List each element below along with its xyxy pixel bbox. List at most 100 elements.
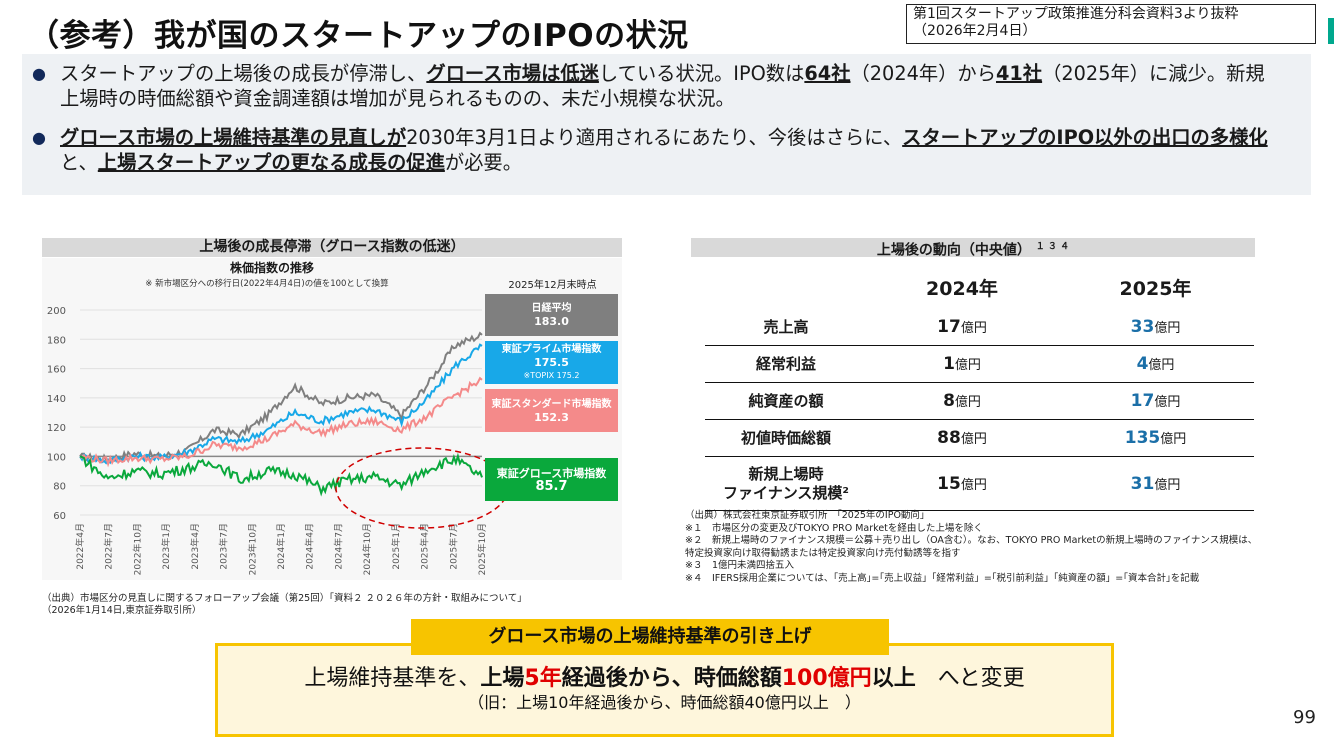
x-tick-label: 2025年7月 [447,523,459,570]
x-tick-label: 2024年4月 [304,523,316,570]
growth-standard-label: グロース市場の上場維持基準の引き上げ [411,619,889,655]
emphasis: グロース市場は低迷 [426,62,599,85]
note-line: ※３ 1億円未満四捨五入 [685,560,795,572]
source-box: 第1回スタートアップ政策推進分科会資料3より抜粋 （2026年2月4日） [906,4,1316,44]
y-tick-label: 100 [47,452,66,463]
legend-value: 183.0 [534,315,569,328]
legend-value: 85.7 [535,478,568,494]
x-tick-label: 2022年7月 [103,523,115,570]
text: している状況。IPO数は [598,62,805,85]
unit: 億円 [954,395,981,410]
y-tick-label: 60 [53,511,66,522]
x-tick-label: 2022年4月 [74,523,86,570]
note-line: （出典）株式会社東京証券取引所 「2025年のIPO動向」 [685,510,930,521]
standard-change-box: 上場維持基準を、上場5年経過後から、時価総額100億円以上 へと変更 （旧：上場… [215,643,1114,737]
chart-header: 上場後の成長停滞（グロース指数の低迷） [42,238,622,257]
legend-name: 東証グロース市場指数 [496,466,607,480]
text: が必要。 [444,151,522,174]
table-row: 初値時価総額 88億円 135億円 [705,420,1254,457]
legend-name: 日経平均 [531,303,572,314]
unit: 億円 [1154,395,1181,410]
cell-2024: 8億円 [867,391,1057,411]
value: 17 [937,317,961,337]
x-tick-label: 2023年4月 [189,523,201,570]
col-2024: 2024年 [926,277,998,300]
emphasis: 41社 [995,62,1043,85]
value: 1 [943,354,955,374]
unit: 億円 [960,321,987,336]
chart-note: ※ 新市場区分への移行日(2022年4月4日)の値を100として換算 [145,279,389,289]
x-tick-label: 2025年10月 [476,523,488,575]
unit: 億円 [960,432,987,447]
value: 17 [1130,391,1155,411]
emphasis-red: 5年 [524,666,562,691]
legend-value: 152.3 [534,410,569,424]
row-label: 純資産の額 [748,391,824,410]
x-tick-label: 2023年7月 [218,523,230,570]
note-line: ※１ 市場区分の変更及びTOKYO PRO Marketを経由した上場を除く [685,522,983,534]
value: 31 [1130,473,1155,494]
row-label: 新規上場時 ファイナンス規模² [705,465,867,503]
legend-name: 東証スタンダード市場指数 [491,398,612,410]
legend-name: 東証プライム市場指数 [501,344,602,355]
chart-source-line: （2026年1月14日,東京証券取引所） [42,605,202,616]
value: 135 [1124,428,1161,448]
chart-source: （出典）市場区分の見直しに関するフォローアップ会議（第25回）「資料２ ２０２６… [42,593,602,617]
unit: 億円 [1154,477,1181,493]
cell-2024: 1億円 [867,354,1057,374]
text: 2030年3月1日より適用されるにあたり、今後はさらに、 [406,126,903,149]
chart-as-of: 2025年12月末時点 [508,280,597,291]
text: （2024年）から [850,62,996,85]
series-line-1 [79,343,483,465]
row-label: 経常利益 [755,354,816,373]
row-label: 初値時価総額 [740,428,831,447]
source-line-1: 第1回スタートアップ政策推進分科会資料3より抜粋 [913,6,1239,22]
emphasis-red: 100億円 [781,666,872,691]
chart-subtitle: 株価指数の推移 [229,261,314,275]
text: スタートアップの上場後の成長が停滞し、 [60,62,427,85]
summary-panel: スタートアップの上場後の成長が停滞し、グロース市場は低迷している状況。IPO数は… [22,54,1311,195]
cell-2024: 15億円 [867,474,1057,494]
unit: 億円 [1154,321,1181,336]
text: と、 [60,151,98,174]
value: 8 [943,391,955,411]
note-line: ※２ 新規上場時のファイナンス規模＝公募＋売り出し（OA含む）。なお、TOKYO… [685,535,1258,547]
value: 15 [937,473,961,494]
page-title: （参考）我が国のスタートアップのIPOの状況 [28,18,689,54]
x-tick-label: 2022年10月 [131,523,143,575]
row-label-line: 新規上場時 [748,464,824,483]
text: （2025年）に減少。新規上場時の時価総額や資金調達額は増加が見られるものの、未… [60,62,1265,110]
table-header: 上場後の動向（中央値） １ ３ ４ [691,238,1255,259]
col-2025: 2025年 [1119,277,1192,300]
y-tick-label: 80 [53,482,66,493]
note-line: 特定投資家向け取得勧誘または特定投資家向け売付勧誘等を指す [685,547,961,559]
page-number: 99 [1293,707,1316,728]
legend-prime: 東証プライム市場指数 175.5 ※TOPIX 175.2 [485,341,618,384]
row-label: 売上高 [763,317,809,336]
text: 上場維持基準を、 [304,666,481,691]
unit: 億円 [954,358,981,373]
cell-2025: 33億円 [1057,317,1254,337]
value: 33 [1130,317,1155,337]
summary-bullet-2: グロース市場の上場維持基準の見直しが2030年3月1日より適用されるにあたり、今… [32,125,1283,175]
row-label-line: ファイナンス規模² [723,483,849,502]
x-tick-label: 2025年1月 [390,523,402,570]
standard-change-main: 上場維持基準を、上場5年経過後から、時価総額100億円以上 へと変更 [218,665,1111,693]
value: 4 [1136,354,1149,374]
legend-value: 175.5 [534,356,569,369]
x-tick-label: 2024年10月 [361,523,373,575]
emphasis: スタートアップのIPO以外の出口の多様化 [902,126,1268,149]
y-tick-label: 200 [47,306,66,317]
unit: 億円 [960,477,987,493]
y-tick-label: 160 [47,365,66,376]
emphasis: 上場スタートアップの更なる成長の促進 [97,151,445,174]
text: へと変更 [915,666,1025,691]
median-table: 2024年 2025年 売上高 17億円 33億円 経常利益 1億円 4億円 純… [705,265,1254,511]
table-notes: （出典）株式会社東京証券取引所 「2025年のIPO動向」 ※１ 市場区分の変更… [685,510,1295,586]
legend-growth: 東証グロース市場指数 85.7 [485,458,618,501]
cell-2025: 4億円 [1057,354,1254,374]
legend-standard: 東証スタンダード市場指数 152.3 [485,389,618,432]
table-row: 純資産の額 8億円 17億円 [705,383,1254,420]
emphasis: 上場 [480,666,525,691]
table-row: 新規上場時 ファイナンス規模² 15億円 31億円 [705,457,1254,511]
